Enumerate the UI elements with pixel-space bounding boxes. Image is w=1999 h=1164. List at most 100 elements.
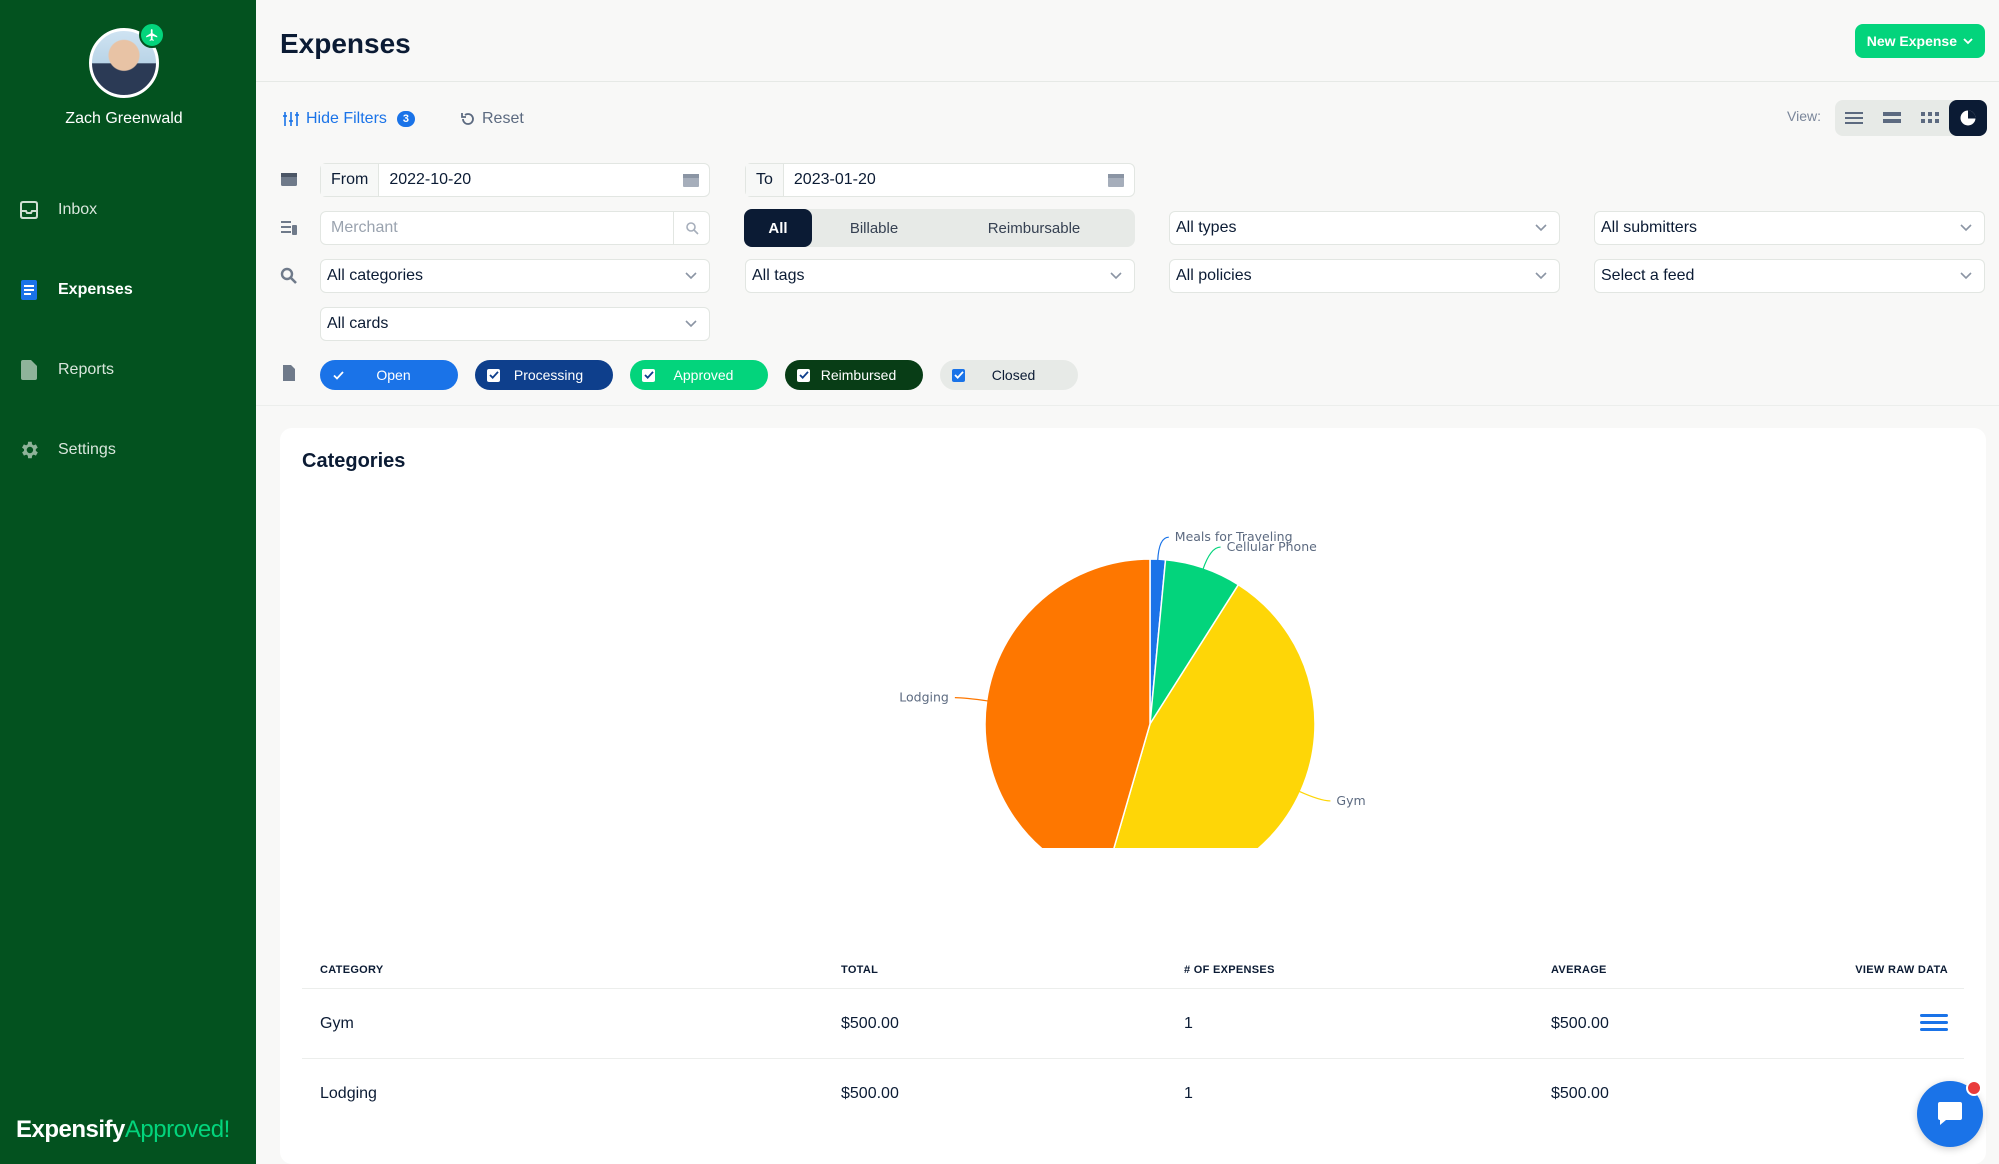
- status-processing-toggle[interactable]: Processing: [475, 360, 613, 390]
- sidebar-item-label: Expenses: [58, 281, 133, 298]
- pie-slice-lodging[interactable]: [984, 558, 1151, 848]
- gear-icon: [18, 439, 40, 461]
- divider: [256, 405, 1999, 406]
- from-date-value: 2022-10-20: [389, 171, 472, 188]
- sidebar-item-expenses[interactable]: Expenses: [0, 250, 256, 330]
- cell-average: $500.00: [1551, 1015, 1609, 1032]
- reset-button[interactable]: Reset: [460, 110, 524, 128]
- hide-filters-button[interactable]: Hide Filters 3: [282, 110, 416, 128]
- view-switch: [1835, 100, 1987, 136]
- chevron-down-icon: [1523, 260, 1559, 292]
- chevron-down-icon: [1523, 212, 1559, 244]
- search-icon[interactable]: [673, 212, 709, 244]
- checkbox-checked-icon: [332, 369, 345, 382]
- pie-chart-icon: [1960, 110, 1976, 126]
- slice-label: Gym: [1336, 793, 1365, 808]
- search-icon: [280, 267, 297, 284]
- sidebar-nav: Inbox Expenses Reports Settings: [0, 170, 256, 490]
- table-row[interactable]: Gym $500.00 1 $500.00: [302, 988, 1964, 1058]
- cell-count: 1: [1184, 1085, 1193, 1102]
- tags-select[interactable]: All tags: [745, 259, 1135, 293]
- inbox-icon: [18, 199, 40, 221]
- feed-value: Select a feed: [1601, 267, 1695, 284]
- checkbox-checked-icon: [952, 368, 965, 382]
- chevron-down-icon: [1963, 38, 1973, 45]
- notification-dot: [1966, 1080, 1982, 1096]
- filter-count-badge: 3: [396, 111, 416, 127]
- merchant-icon: [281, 221, 297, 235]
- merchant-input[interactable]: Merchant: [320, 211, 710, 245]
- brand-tagline: Approved!: [124, 1116, 230, 1143]
- cell-category: Gym: [320, 1015, 354, 1032]
- view-list-button[interactable]: [1835, 100, 1873, 136]
- user-name: Zach Greenwald: [65, 110, 183, 127]
- page-header: Expenses New Expense: [256, 0, 1999, 82]
- policies-value: All policies: [1176, 267, 1252, 284]
- calendar-picker-icon[interactable]: [673, 164, 709, 196]
- status-label: Processing: [513, 367, 584, 383]
- chevron-down-icon: [1948, 212, 1984, 244]
- view-grid-button[interactable]: [1911, 100, 1949, 136]
- types-value: All types: [1176, 219, 1237, 236]
- status-approved-toggle[interactable]: Approved: [630, 360, 768, 390]
- view-raw-data-icon[interactable]: [1920, 1013, 1950, 1033]
- submitters-value: All submitters: [1601, 219, 1698, 236]
- leader-line: [954, 697, 989, 702]
- checkbox-checked-icon: [642, 368, 655, 382]
- cell-total: $500.00: [841, 1085, 899, 1102]
- categories-value: All categories: [327, 267, 424, 284]
- leader-line: [1157, 536, 1169, 562]
- hide-filters-label: Hide Filters: [306, 110, 387, 127]
- calendar-picker-icon[interactable]: [1098, 164, 1134, 196]
- page-title: Expenses: [280, 28, 411, 59]
- status-label: Approved: [673, 367, 734, 383]
- status-open-toggle[interactable]: Open: [320, 360, 458, 390]
- to-date-field[interactable]: To 2023-01-20: [745, 163, 1135, 197]
- brand-name: Expensify: [16, 1116, 125, 1143]
- slice-label: Meals for Traveling: [1175, 529, 1293, 544]
- feed-select[interactable]: Select a feed: [1594, 259, 1985, 293]
- brand-logo: ExpensifyApproved!: [16, 1116, 230, 1144]
- to-label: To: [746, 164, 784, 196]
- cell-count: 1: [1184, 1015, 1193, 1032]
- cards-select[interactable]: All cards: [320, 307, 710, 341]
- segment-billable[interactable]: Billable: [849, 219, 899, 237]
- from-label: From: [321, 164, 380, 196]
- segment-reimbursable[interactable]: Reimbursable: [987, 219, 1081, 237]
- submitters-select[interactable]: All submitters: [1594, 211, 1985, 245]
- list-view-icon: [1845, 112, 1863, 124]
- compact-view-icon: [1883, 112, 1901, 123]
- view-chart-button[interactable]: [1949, 100, 1987, 136]
- view-compact-button[interactable]: [1873, 100, 1911, 136]
- categories-select[interactable]: All categories: [320, 259, 710, 293]
- checkbox-checked-icon: [487, 368, 500, 382]
- status-closed-toggle[interactable]: Closed: [940, 360, 1078, 390]
- sidebar-item-inbox[interactable]: Inbox: [0, 170, 256, 250]
- tags-value: All tags: [752, 267, 805, 284]
- cards-value: All cards: [327, 315, 389, 332]
- policies-select[interactable]: All policies: [1169, 259, 1560, 293]
- segment-all[interactable]: All: [744, 209, 812, 247]
- table-row[interactable]: Lodging $500.00 1 $500.00: [302, 1058, 1964, 1128]
- new-expense-button[interactable]: New Expense: [1854, 24, 1985, 58]
- sidebar-item-settings[interactable]: Settings: [0, 410, 256, 490]
- billable-segment: All Billable Reimbursable: [744, 209, 1135, 247]
- document-icon: [283, 365, 295, 381]
- types-select[interactable]: All types: [1169, 211, 1560, 245]
- avatar[interactable]: [89, 22, 165, 98]
- from-date-field[interactable]: From 2022-10-20: [320, 163, 710, 197]
- column-header-category: CATEGORY: [320, 964, 384, 976]
- sidebar-item-label: Settings: [58, 441, 116, 458]
- calendar-icon: [281, 173, 297, 186]
- reset-label: Reset: [482, 110, 524, 127]
- sidebar-item-reports[interactable]: Reports: [0, 330, 256, 410]
- status-label: Closed: [991, 367, 1036, 383]
- status-reimbursed-toggle[interactable]: Reimbursed: [785, 360, 923, 390]
- cell-total: $500.00: [841, 1015, 899, 1032]
- merchant-placeholder: Merchant: [331, 219, 398, 236]
- filter-bar: Hide Filters 3 Reset View:: [256, 100, 1999, 140]
- column-header-total: TOTAL: [841, 964, 879, 976]
- grid-view-icon: [1921, 112, 1939, 123]
- column-header-count: # OF EXPENSES: [1184, 964, 1275, 976]
